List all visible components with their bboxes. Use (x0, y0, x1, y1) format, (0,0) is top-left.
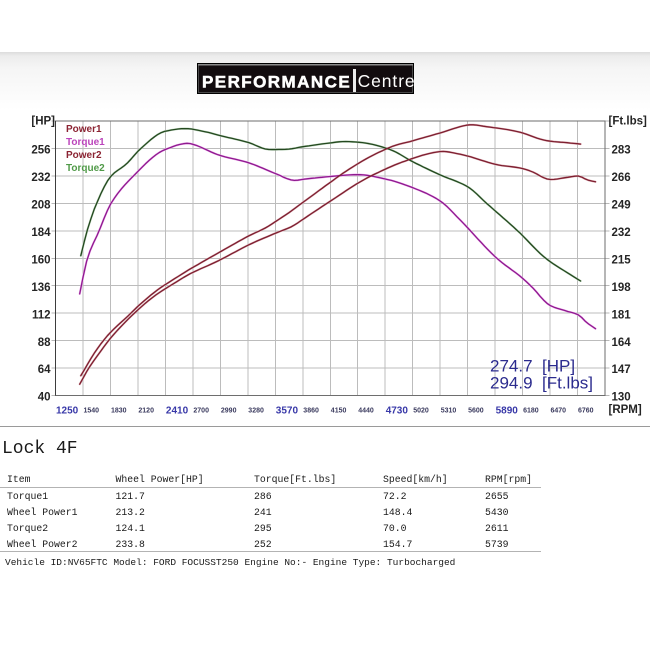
svg-text:294.9 [Ft.lbs]: 294.9 [Ft.lbs] (490, 374, 593, 393)
svg-text:4440: 4440 (358, 408, 374, 415)
svg-text:2990: 2990 (221, 408, 237, 415)
svg-text:Power1: Power1 (66, 124, 102, 135)
svg-text:Power2: Power2 (66, 150, 102, 161)
svg-text:130: 130 (612, 392, 631, 404)
svg-text:274.7 [HP]: 274.7 [HP] (490, 357, 575, 376)
svg-text:40: 40 (38, 392, 51, 404)
svg-text:2700: 2700 (193, 408, 209, 415)
svg-text:147: 147 (612, 364, 631, 376)
svg-text:3570: 3570 (276, 406, 299, 417)
svg-text:283: 283 (612, 145, 631, 157)
svg-text:184: 184 (31, 227, 51, 239)
svg-text:112: 112 (32, 309, 51, 321)
svg-text:4730: 4730 (386, 406, 409, 417)
svg-text:181: 181 (612, 309, 632, 321)
svg-text:266: 266 (612, 172, 631, 184)
svg-text:Torque2: Torque2 (66, 163, 105, 174)
svg-text:3860: 3860 (303, 408, 319, 415)
svg-text:6760: 6760 (578, 408, 594, 415)
svg-text:3280: 3280 (248, 408, 264, 415)
svg-text:5310: 5310 (441, 408, 457, 415)
svg-text:5020: 5020 (413, 408, 429, 415)
svg-text:[Ft.lbs]: [Ft.lbs] (609, 116, 647, 128)
svg-text:198: 198 (612, 282, 632, 294)
svg-text:136: 136 (31, 282, 50, 294)
svg-text:215: 215 (612, 254, 632, 266)
svg-text:164: 164 (612, 337, 632, 349)
svg-text:160: 160 (31, 254, 50, 266)
svg-text:[RPM]: [RPM] (609, 404, 642, 416)
svg-text:5890: 5890 (496, 406, 519, 417)
svg-text:2410: 2410 (166, 406, 189, 417)
svg-text:[HP]: [HP] (31, 116, 55, 128)
svg-text:64: 64 (38, 364, 51, 376)
svg-text:2120: 2120 (138, 408, 154, 415)
svg-text:1250: 1250 (56, 406, 79, 417)
svg-text:208: 208 (31, 200, 51, 212)
svg-text:249: 249 (612, 200, 631, 212)
svg-text:1540: 1540 (84, 408, 100, 415)
svg-text:6180: 6180 (523, 408, 539, 415)
svg-text:256: 256 (31, 145, 50, 157)
svg-text:88: 88 (38, 337, 51, 349)
svg-text:232: 232 (612, 227, 631, 239)
svg-text:232: 232 (31, 172, 50, 184)
svg-text:5600: 5600 (468, 408, 484, 415)
svg-text:Torque1: Torque1 (66, 137, 105, 148)
svg-text:1830: 1830 (111, 408, 127, 415)
svg-text:4150: 4150 (331, 408, 347, 415)
svg-text:6470: 6470 (551, 408, 567, 415)
